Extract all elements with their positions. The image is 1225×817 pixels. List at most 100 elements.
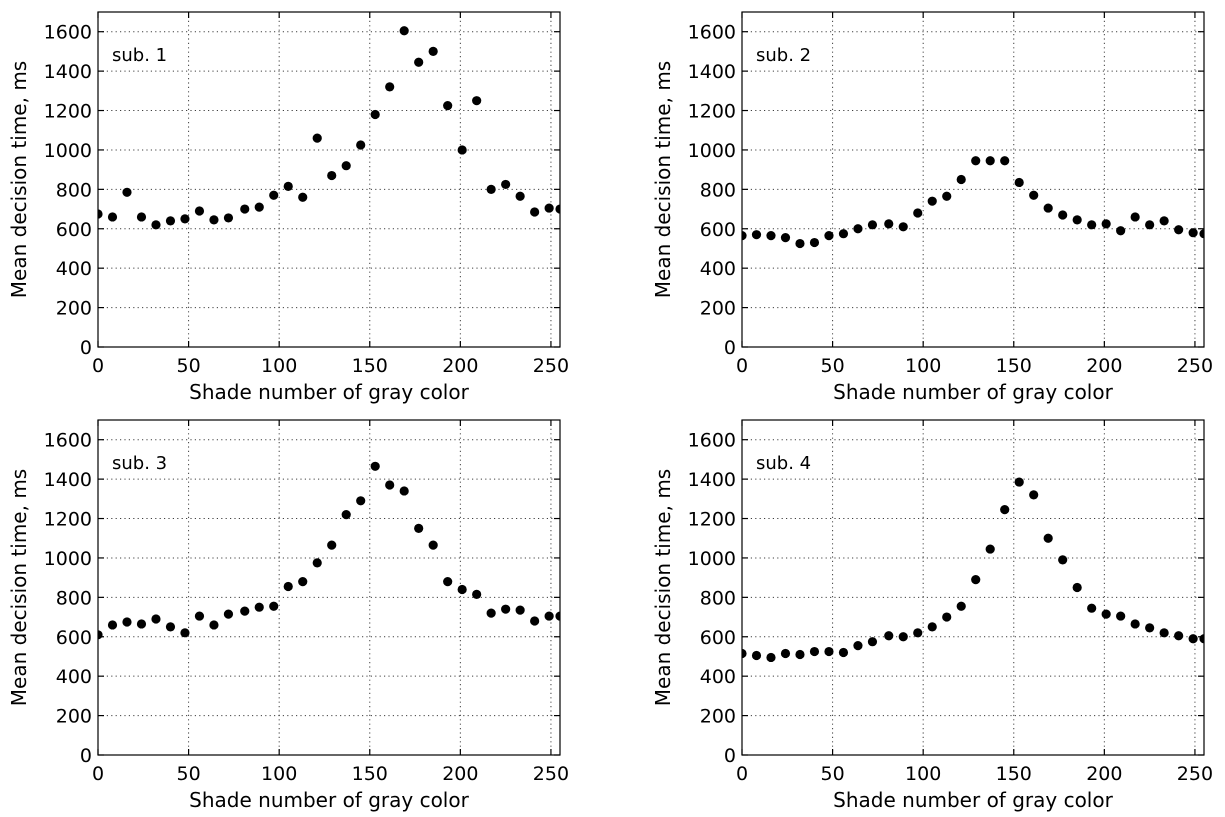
data-point [1043, 533, 1053, 543]
y-tick-label: 400 [56, 258, 92, 280]
data-point [98, 209, 103, 219]
data-point [530, 616, 540, 626]
x-tick-label: 0 [736, 355, 748, 377]
data-point [1043, 203, 1053, 213]
data-point [122, 617, 132, 627]
data-point [942, 191, 952, 201]
data-point [1199, 634, 1204, 644]
data-point [501, 604, 511, 614]
data-point [1130, 212, 1140, 222]
data-point [341, 161, 351, 171]
y-tick-label: 200 [56, 298, 92, 320]
y-tick-label: 200 [56, 706, 92, 728]
x-axis-label: Shade number of gray color [833, 788, 1113, 812]
data-point [884, 631, 894, 641]
x-tick-label: 250 [1177, 763, 1213, 785]
data-point [486, 184, 496, 194]
plot-frame [741, 11, 1205, 348]
data-point [385, 480, 395, 490]
data-point [194, 206, 205, 216]
y-tick-label: 0 [724, 337, 736, 359]
data-point [1058, 555, 1068, 565]
y-tick-label: 600 [56, 627, 92, 649]
data-point [1188, 228, 1198, 238]
data-point [942, 612, 952, 622]
data-point [327, 170, 337, 181]
data-point [356, 140, 366, 150]
y-tick-label: 1200 [44, 101, 92, 123]
data-point [298, 192, 308, 202]
x-tick-label: 100 [261, 763, 297, 785]
data-point [165, 622, 176, 632]
data-point [428, 540, 438, 550]
data-point [312, 558, 322, 568]
y-tick-label: 1200 [688, 101, 736, 123]
y-tick-label: 400 [700, 258, 736, 280]
data-point [985, 544, 995, 554]
data-point [515, 191, 525, 201]
data-point [98, 630, 103, 640]
data-point [544, 611, 554, 621]
data-point [298, 576, 308, 587]
y-tick-label: 1600 [688, 22, 736, 44]
y-tick-label: 1400 [44, 469, 92, 491]
y-tick-label: 200 [700, 706, 736, 728]
data-point [122, 187, 132, 197]
data-point [443, 101, 453, 111]
x-tick-label: 50 [820, 763, 844, 785]
x-axis-label: Shade number of gray color [189, 788, 469, 812]
data-point [766, 652, 776, 663]
data-point [254, 602, 264, 612]
data-point [385, 82, 395, 92]
y-tick-label: 800 [56, 587, 92, 609]
data-point [1087, 220, 1097, 230]
chart-panel-2: 0 50 100 150 200 250 0 200 400 600 800 1000 1200 1400… [651, 11, 1213, 404]
data-point [1199, 229, 1204, 239]
data-point [956, 174, 966, 185]
x-tick-label: 100 [905, 763, 941, 785]
y-tick-label: 1400 [44, 61, 92, 83]
x-tick-label: 200 [1086, 763, 1122, 785]
x-axis-label: Shade number of gray color [833, 380, 1113, 404]
y-tick-label: 0 [80, 745, 92, 767]
y-tick-label: 0 [80, 337, 92, 359]
x-tick-label: 150 [996, 355, 1032, 377]
data-point [1058, 210, 1068, 220]
data-point [867, 220, 878, 230]
data-point [544, 203, 554, 213]
data-point [240, 204, 250, 214]
data-point [209, 215, 219, 225]
data-point [269, 601, 279, 611]
data-point [927, 622, 937, 632]
y-tick-label: 400 [700, 666, 736, 688]
data-point [472, 589, 482, 599]
data-point [1174, 225, 1184, 235]
panel-label: sub. 2 [756, 45, 811, 66]
x-tick-label: 150 [352, 763, 388, 785]
data-point [136, 619, 147, 629]
data-point [1116, 226, 1126, 236]
data-point [1101, 219, 1111, 229]
x-tick-label: 200 [442, 763, 478, 785]
data-point [254, 202, 264, 212]
data-point [457, 584, 467, 595]
data-point [853, 641, 863, 651]
data-point [269, 190, 279, 200]
plot-frame [97, 11, 561, 348]
data-point [223, 213, 234, 223]
y-tick-label: 800 [700, 587, 736, 609]
data-point [780, 233, 791, 243]
x-tick-label: 50 [176, 355, 200, 377]
y-tick-label: 0 [724, 745, 736, 767]
data-point [780, 648, 791, 659]
data-point [283, 181, 293, 191]
data-point [1000, 505, 1010, 515]
data-point [809, 646, 820, 657]
x-tick-label: 250 [1177, 355, 1213, 377]
data-point [751, 650, 762, 661]
y-tick-label: 1000 [44, 140, 92, 162]
y-tick-label: 1400 [688, 469, 736, 491]
data-point [1072, 215, 1082, 225]
data-point [824, 646, 834, 657]
